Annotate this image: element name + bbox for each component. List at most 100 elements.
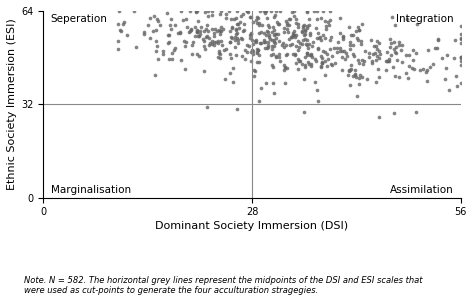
Point <box>216 52 223 56</box>
Point <box>285 17 292 21</box>
Point <box>423 79 430 84</box>
Point <box>438 55 446 60</box>
Point <box>356 28 363 32</box>
Point <box>252 18 260 22</box>
Point <box>209 39 216 44</box>
Point <box>198 24 205 29</box>
Point <box>398 47 405 52</box>
Point <box>228 16 235 21</box>
Point <box>271 38 278 43</box>
Point <box>255 30 262 35</box>
Point <box>189 43 196 47</box>
Point <box>317 34 324 39</box>
Point <box>247 31 255 35</box>
Point <box>289 32 297 37</box>
Point <box>264 40 272 44</box>
Point <box>274 32 282 37</box>
Point <box>204 9 212 13</box>
Point <box>217 38 225 43</box>
Point <box>260 9 267 13</box>
Point <box>358 75 365 80</box>
Point <box>442 66 450 71</box>
Text: Seperation: Seperation <box>51 14 108 24</box>
Point <box>457 81 465 86</box>
Point <box>294 47 302 52</box>
Point <box>334 40 342 44</box>
Point <box>314 30 321 35</box>
Point <box>375 75 383 80</box>
Point <box>304 59 312 64</box>
Point <box>187 27 195 32</box>
Point <box>283 42 290 47</box>
Point <box>410 66 418 71</box>
Point <box>200 39 208 44</box>
Point <box>249 52 257 56</box>
Point <box>241 48 248 52</box>
Point <box>268 47 275 52</box>
Point <box>387 45 394 49</box>
Point <box>360 62 367 66</box>
Point <box>317 53 325 58</box>
Point <box>457 54 465 59</box>
Point <box>217 28 225 33</box>
Point <box>191 33 199 38</box>
Point <box>140 32 147 36</box>
X-axis label: Dominant Society Immersion (DSI): Dominant Society Immersion (DSI) <box>155 221 348 232</box>
Point <box>187 9 194 13</box>
Point <box>301 28 309 33</box>
Point <box>238 54 246 59</box>
Point <box>319 9 327 13</box>
Point <box>270 32 278 37</box>
Point <box>372 79 380 84</box>
Point <box>313 87 321 92</box>
Point <box>166 22 174 27</box>
Point <box>231 45 238 50</box>
Point <box>226 39 233 44</box>
Point <box>339 35 347 40</box>
Point <box>292 21 299 25</box>
Point <box>252 37 260 42</box>
Point <box>434 38 442 43</box>
Point <box>422 69 430 74</box>
Point <box>214 38 222 43</box>
Point <box>347 66 355 71</box>
Point <box>291 29 298 34</box>
Text: Marginalisation: Marginalisation <box>51 185 131 195</box>
Point <box>391 40 398 44</box>
Point <box>250 74 257 78</box>
Point <box>234 31 241 36</box>
Point <box>247 50 255 55</box>
Point <box>325 23 333 28</box>
Point <box>255 99 263 104</box>
Point <box>152 48 160 53</box>
Point <box>243 9 251 13</box>
Point <box>289 31 297 36</box>
Point <box>373 58 380 63</box>
Point <box>305 42 313 47</box>
Point <box>333 49 341 54</box>
Point <box>204 29 211 34</box>
Point <box>326 38 334 42</box>
Point <box>347 32 355 37</box>
Point <box>392 23 399 27</box>
Point <box>328 53 336 58</box>
Point <box>132 44 140 49</box>
Point <box>365 55 373 60</box>
Point <box>318 59 326 64</box>
Point <box>351 73 359 78</box>
Point <box>267 52 274 57</box>
Point <box>257 86 265 91</box>
Point <box>279 41 287 46</box>
Point <box>114 22 122 27</box>
Point <box>217 25 225 30</box>
Point <box>282 64 289 69</box>
Point <box>310 40 317 45</box>
Point <box>170 48 177 52</box>
Point <box>371 51 379 56</box>
Point <box>235 22 242 27</box>
Point <box>264 43 272 47</box>
Point <box>355 25 362 30</box>
Point <box>204 14 212 18</box>
Point <box>262 40 269 45</box>
Point <box>414 21 421 26</box>
